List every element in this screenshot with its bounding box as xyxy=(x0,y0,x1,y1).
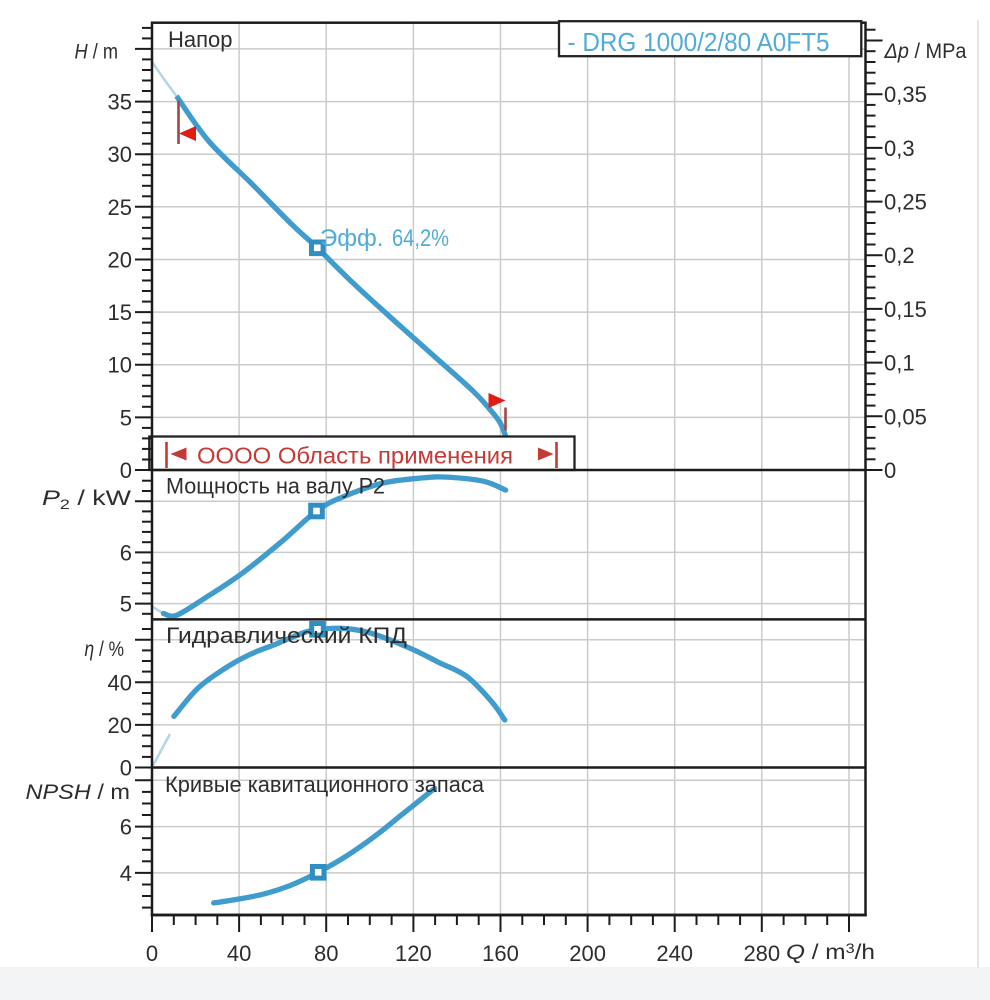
svg-text:240: 240 xyxy=(656,941,693,966)
svg-text:10: 10 xyxy=(108,353,132,378)
svg-text:20: 20 xyxy=(108,248,132,273)
svg-text:80: 80 xyxy=(314,941,338,966)
svg-text:P2 / kW: P2 / kW xyxy=(42,487,131,512)
svg-text:0,15: 0,15 xyxy=(884,297,927,322)
svg-text:ОООО Область применения: ОООО Область применения xyxy=(197,443,513,469)
svg-text:4: 4 xyxy=(120,861,132,886)
svg-text:Напор: Напор xyxy=(168,27,233,52)
svg-text:5: 5 xyxy=(120,405,132,430)
svg-text:0,05: 0,05 xyxy=(884,404,927,429)
svg-text:Δp / MPa: Δp / MPa xyxy=(884,40,967,63)
svg-text:40: 40 xyxy=(108,670,132,695)
svg-text:Кривые кавитационного запаса: Кривые кавитационного запаса xyxy=(165,772,485,797)
svg-text:6: 6 xyxy=(120,815,132,840)
svg-text:0,2: 0,2 xyxy=(884,243,915,268)
svg-text:0: 0 xyxy=(120,756,132,781)
svg-text:0,1: 0,1 xyxy=(884,351,915,376)
svg-text:280: 280 xyxy=(743,941,780,966)
svg-text:NPSH / m: NPSH / m xyxy=(26,781,131,804)
svg-text:64,2%: 64,2% xyxy=(392,225,449,252)
svg-text:0,35: 0,35 xyxy=(884,82,927,107)
svg-text:Гидравлический КПД: Гидравлический КПД xyxy=(166,623,407,648)
svg-text:160: 160 xyxy=(482,941,519,966)
svg-text:Мощность на валу P2: Мощность на валу P2 xyxy=(166,474,385,499)
svg-text:0,3: 0,3 xyxy=(884,136,915,161)
svg-text:35: 35 xyxy=(108,90,132,115)
svg-text:30: 30 xyxy=(108,142,132,167)
svg-text:Эфф.: Эфф. xyxy=(320,225,383,252)
svg-text:15: 15 xyxy=(108,300,132,325)
svg-text:0,25: 0,25 xyxy=(884,190,927,215)
svg-text:5: 5 xyxy=(120,592,132,617)
svg-text:0: 0 xyxy=(120,458,132,483)
svg-text:40: 40 xyxy=(227,941,251,966)
svg-text:120: 120 xyxy=(395,941,432,966)
svg-text:20: 20 xyxy=(108,713,132,738)
svg-text:- DRG 1000/2/80 A0FT5: - DRG 1000/2/80 A0FT5 xyxy=(568,27,830,57)
svg-text:0: 0 xyxy=(884,458,896,483)
svg-text:η / %: η / % xyxy=(85,638,125,661)
svg-text:H / m: H / m xyxy=(75,41,119,64)
svg-text:25: 25 xyxy=(108,195,132,220)
svg-text:6: 6 xyxy=(120,540,132,565)
svg-text:200: 200 xyxy=(569,941,606,966)
svg-text:Q / m3/h: Q / m 3/h xyxy=(786,940,875,964)
svg-text:0: 0 xyxy=(146,941,158,966)
